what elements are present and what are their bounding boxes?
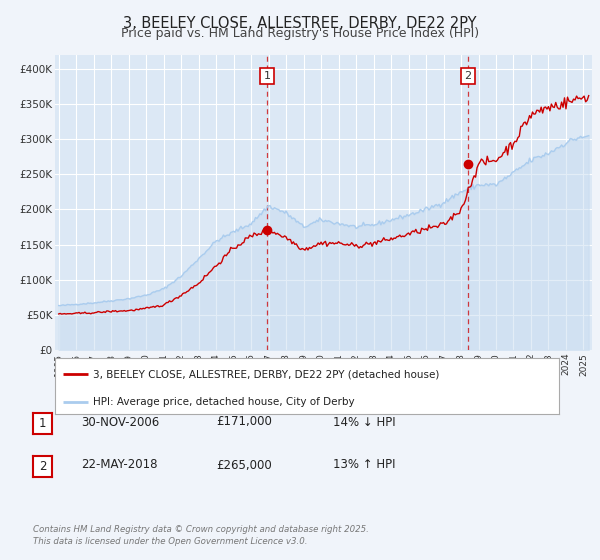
Text: Price paid vs. HM Land Registry's House Price Index (HPI): Price paid vs. HM Land Registry's House …: [121, 27, 479, 40]
Text: 2: 2: [39, 460, 46, 473]
Text: 14% ↓ HPI: 14% ↓ HPI: [333, 416, 395, 428]
Text: 1: 1: [39, 417, 46, 430]
Text: Contains HM Land Registry data © Crown copyright and database right 2025.
This d: Contains HM Land Registry data © Crown c…: [33, 525, 369, 546]
Text: HPI: Average price, detached house, City of Derby: HPI: Average price, detached house, City…: [93, 397, 355, 407]
Text: 30-NOV-2006: 30-NOV-2006: [81, 416, 159, 428]
Text: 13% ↑ HPI: 13% ↑ HPI: [333, 459, 395, 472]
Text: 2: 2: [464, 71, 472, 81]
Text: £171,000: £171,000: [216, 416, 272, 428]
Text: 22-MAY-2018: 22-MAY-2018: [81, 459, 157, 472]
Text: 1: 1: [264, 71, 271, 81]
Text: £265,000: £265,000: [216, 459, 272, 472]
Text: 3, BEELEY CLOSE, ALLESTREE, DERBY, DE22 2PY (detached house): 3, BEELEY CLOSE, ALLESTREE, DERBY, DE22 …: [93, 369, 439, 379]
Text: 3, BEELEY CLOSE, ALLESTREE, DERBY, DE22 2PY: 3, BEELEY CLOSE, ALLESTREE, DERBY, DE22 …: [123, 16, 477, 31]
